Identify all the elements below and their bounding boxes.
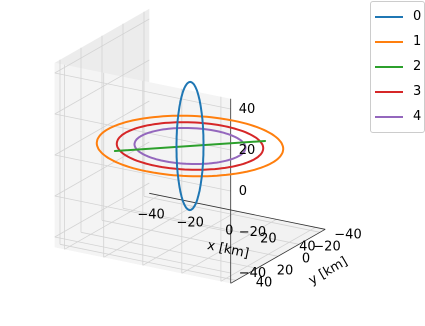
z-tick-label: −40 — [239, 266, 266, 281]
legend-item-0: 0 — [375, 4, 422, 29]
z-tick-label: 20 — [239, 143, 256, 158]
y-axis-label: y [km] — [306, 254, 350, 288]
series-0-line — [175, 80, 205, 212]
legend-swatch — [375, 40, 403, 43]
legend-item-2: 2 — [375, 54, 422, 79]
legend-swatch — [375, 90, 403, 93]
axis-lines — [149, 98, 326, 284]
y-tick-label: −20 — [313, 239, 340, 254]
legend-item-4: 4 — [375, 104, 422, 129]
z-tick-label: 40 — [239, 102, 256, 117]
y-tick-label: 0 — [302, 251, 310, 266]
x-tick-label: 0 — [225, 223, 233, 238]
legend-swatch — [375, 15, 403, 18]
z-tick-label: 0 — [239, 184, 247, 199]
grid-lines — [54, 11, 321, 282]
legend-swatch — [375, 115, 403, 118]
legend-item-3: 3 — [375, 79, 422, 104]
x-tick-label: 20 — [260, 231, 277, 246]
legend-label: 0 — [413, 9, 422, 24]
legend-label: 3 — [413, 84, 422, 99]
legend: 0 1 2 3 4 — [370, 1, 425, 133]
y-tick-label: −40 — [334, 227, 361, 242]
z-tick-label: −20 — [239, 225, 266, 240]
legend-item-1: 1 — [375, 29, 422, 54]
legend-label: 2 — [413, 59, 422, 74]
legend-label: 1 — [413, 34, 422, 49]
series-4-line — [133, 127, 247, 165]
series-2-line — [113, 140, 267, 152]
y-tick-label: 20 — [277, 263, 294, 278]
legend-swatch — [375, 65, 403, 68]
x-tick-label: 40 — [299, 239, 316, 254]
x-tick-label: −20 — [176, 215, 203, 230]
y-tick-label: 40 — [256, 275, 273, 290]
x-tick-label: −40 — [137, 207, 164, 222]
series-3-line — [115, 121, 265, 171]
series-1-line — [95, 114, 285, 178]
legend-label: 4 — [413, 109, 422, 124]
series-layer — [95, 80, 285, 212]
